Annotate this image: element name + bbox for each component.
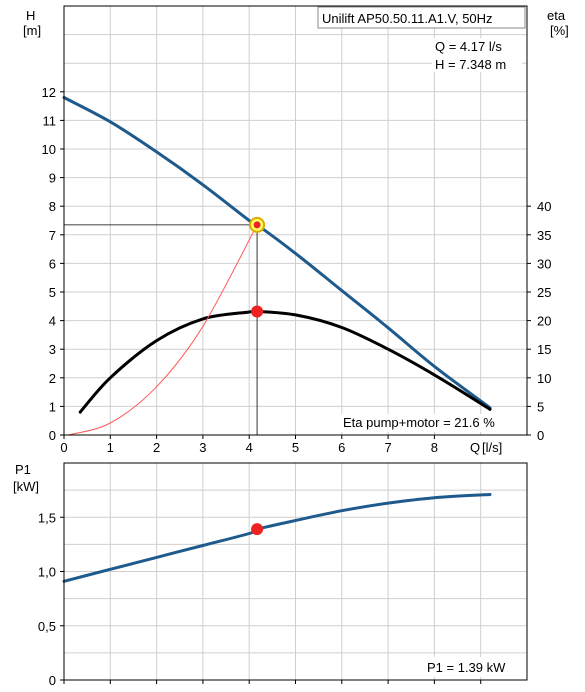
top-x-tick-label: 1 [107,440,114,455]
bottom-left-tick-label: 1,5 [38,510,56,525]
top-x-tick-label: 3 [199,440,206,455]
bottom-left-axis-ticks: 0 0,5 1,0 1,5 [38,510,64,688]
power-curve [62,493,492,583]
bottom-left-tick-label: 1,0 [38,565,56,580]
op-q-label: Q = 4.17 l/s [435,39,502,54]
top-x-tick-label: 2 [153,440,160,455]
bottom-chart: 0 0,5 1,0 1,5 P1 [kW] P1 = 1.39 kW [13,462,528,688]
bottom-left-tick-label: 0,5 [38,619,56,634]
power-marker [251,523,264,536]
top-left-tick-label: 1 [49,399,56,414]
p1-info-box [424,657,524,677]
operating-point-marker [253,221,261,229]
top-x-tick-label: 6 [338,440,345,455]
op-h-label: H = 7.348 m [435,57,506,72]
bottom-markers [251,523,264,536]
top-markers [249,216,266,318]
top-left-tick-label: 2 [49,371,56,386]
top-x-axis-unit: [l/s] [482,440,502,455]
top-right-tick-label: 30 [537,256,551,271]
top-right-axis-label: eta [547,8,566,23]
chart-title: Unilift AP50.50.11.A1.V, 50Hz [322,11,493,26]
p1-label: P1 = 1.39 kW [427,660,506,675]
top-right-tick-label: 5 [537,399,544,414]
top-left-tick-label: 6 [49,256,56,271]
top-left-tick-label: 0 [49,428,56,443]
bottom-left-axis-label: P1 [15,462,31,477]
top-left-tick-label: 3 [49,342,56,357]
top-x-axis-label: Q [470,440,480,455]
top-left-tick-label: 5 [49,285,56,300]
top-right-tick-label: 35 [537,228,551,243]
top-right-tick-label: 15 [537,342,551,357]
top-left-tick-label: 7 [49,228,56,243]
top-left-tick-label: 8 [49,199,56,214]
top-series [62,96,492,436]
top-left-axis-unit: [m] [23,23,41,38]
bottom-left-axis-unit: [kW] [13,479,39,494]
top-x-tick-label: 8 [431,440,438,455]
top-right-tick-label: 25 [537,285,551,300]
top-right-tick-label: 10 [537,371,551,386]
top-x-axis-ticks: 0 1 2 3 4 5 6 7 8 [60,435,438,455]
top-right-tick-label: 0 [537,428,544,443]
efficiency-marker [251,305,264,318]
top-x-tick-label: 5 [292,440,299,455]
bottom-series [62,493,492,583]
top-x-tick-label: 7 [384,440,391,455]
operating-point-info-box [432,38,522,72]
system-curve [68,224,258,436]
top-left-tick-label: 9 [49,171,56,186]
top-left-tick-label: 12 [42,85,56,100]
bottom-left-tick-label: 0 [49,673,56,688]
top-left-tick-label: 11 [43,113,57,128]
top-right-axis-ticks: 0 5 10 15 20 25 30 35 40 [527,199,551,443]
top-left-axis-label: H [26,8,35,23]
bottom-grid [64,463,527,680]
chart-title-box [317,6,526,29]
top-left-tick-label: 10 [42,142,56,157]
bottom-plot-frame [63,462,528,681]
top-left-tick-label: 4 [49,314,56,329]
top-right-axis-unit: [%] [550,23,569,38]
eta-info-box [340,414,524,432]
top-x-tick-label: 0 [60,440,67,455]
operating-point-guides [64,224,258,435]
top-plot-frame [63,5,528,436]
bottom-x-axis-ticks [63,680,482,684]
top-right-tick-label: 40 [537,199,551,214]
top-right-tick-label: 20 [537,314,551,329]
top-x-tick-label: 4 [246,440,253,455]
eta-label: Eta pump+motor = 21.6 % [343,415,495,430]
